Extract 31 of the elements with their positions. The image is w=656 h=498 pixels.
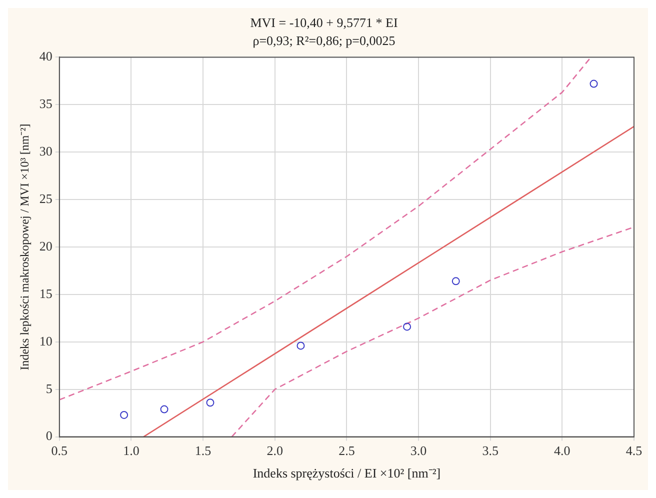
y-tick-label: 0 bbox=[46, 428, 52, 444]
y-tick-label: 25 bbox=[39, 190, 52, 206]
x-tick-label: 3.0 bbox=[410, 443, 427, 458]
y-tick-label: 10 bbox=[39, 333, 52, 348]
x-tick-label: 4.0 bbox=[554, 443, 570, 458]
x-tick-label: 2.5 bbox=[338, 443, 355, 458]
x-tick-label: 3.5 bbox=[482, 443, 498, 458]
y-tick-label: 5 bbox=[46, 380, 52, 396]
point bbox=[296, 342, 305, 350]
y-tick-label: 30 bbox=[39, 144, 52, 159]
chart-title: MVI = -10,40 + 9,5771 * EI bbox=[250, 15, 398, 30]
point bbox=[160, 405, 168, 414]
line-series bbox=[59, 57, 592, 400]
line-series bbox=[231, 226, 634, 437]
y-tick-label: 15 bbox=[39, 286, 52, 301]
y-axis-title: Indeks lepkości makroskopowej / MVI ×10³ [nm⁻²] bbox=[17, 124, 32, 370]
x-tick-label: 1.0 bbox=[123, 443, 140, 458]
chart-subtitle: ρ=0,93; R²=0,86; p=0,0025 bbox=[252, 32, 396, 48]
x-tick-label: 1.5 bbox=[194, 443, 212, 458]
x-tick-label: 4.5 bbox=[626, 443, 642, 458]
point bbox=[120, 410, 128, 419]
x-tick-label: 0.5 bbox=[51, 443, 68, 458]
x-axis-title: Indeks sprężystości / EI ×10² [nm⁻²] bbox=[252, 466, 441, 481]
y-tick-label: 20 bbox=[39, 238, 52, 254]
point bbox=[206, 398, 214, 407]
point bbox=[590, 80, 598, 88]
point bbox=[452, 277, 460, 286]
y-tick-label: 40 bbox=[39, 48, 52, 64]
y-tick-label: 35 bbox=[39, 96, 52, 112]
x-tick-label: 2.0 bbox=[266, 443, 283, 458]
point bbox=[403, 322, 412, 331]
